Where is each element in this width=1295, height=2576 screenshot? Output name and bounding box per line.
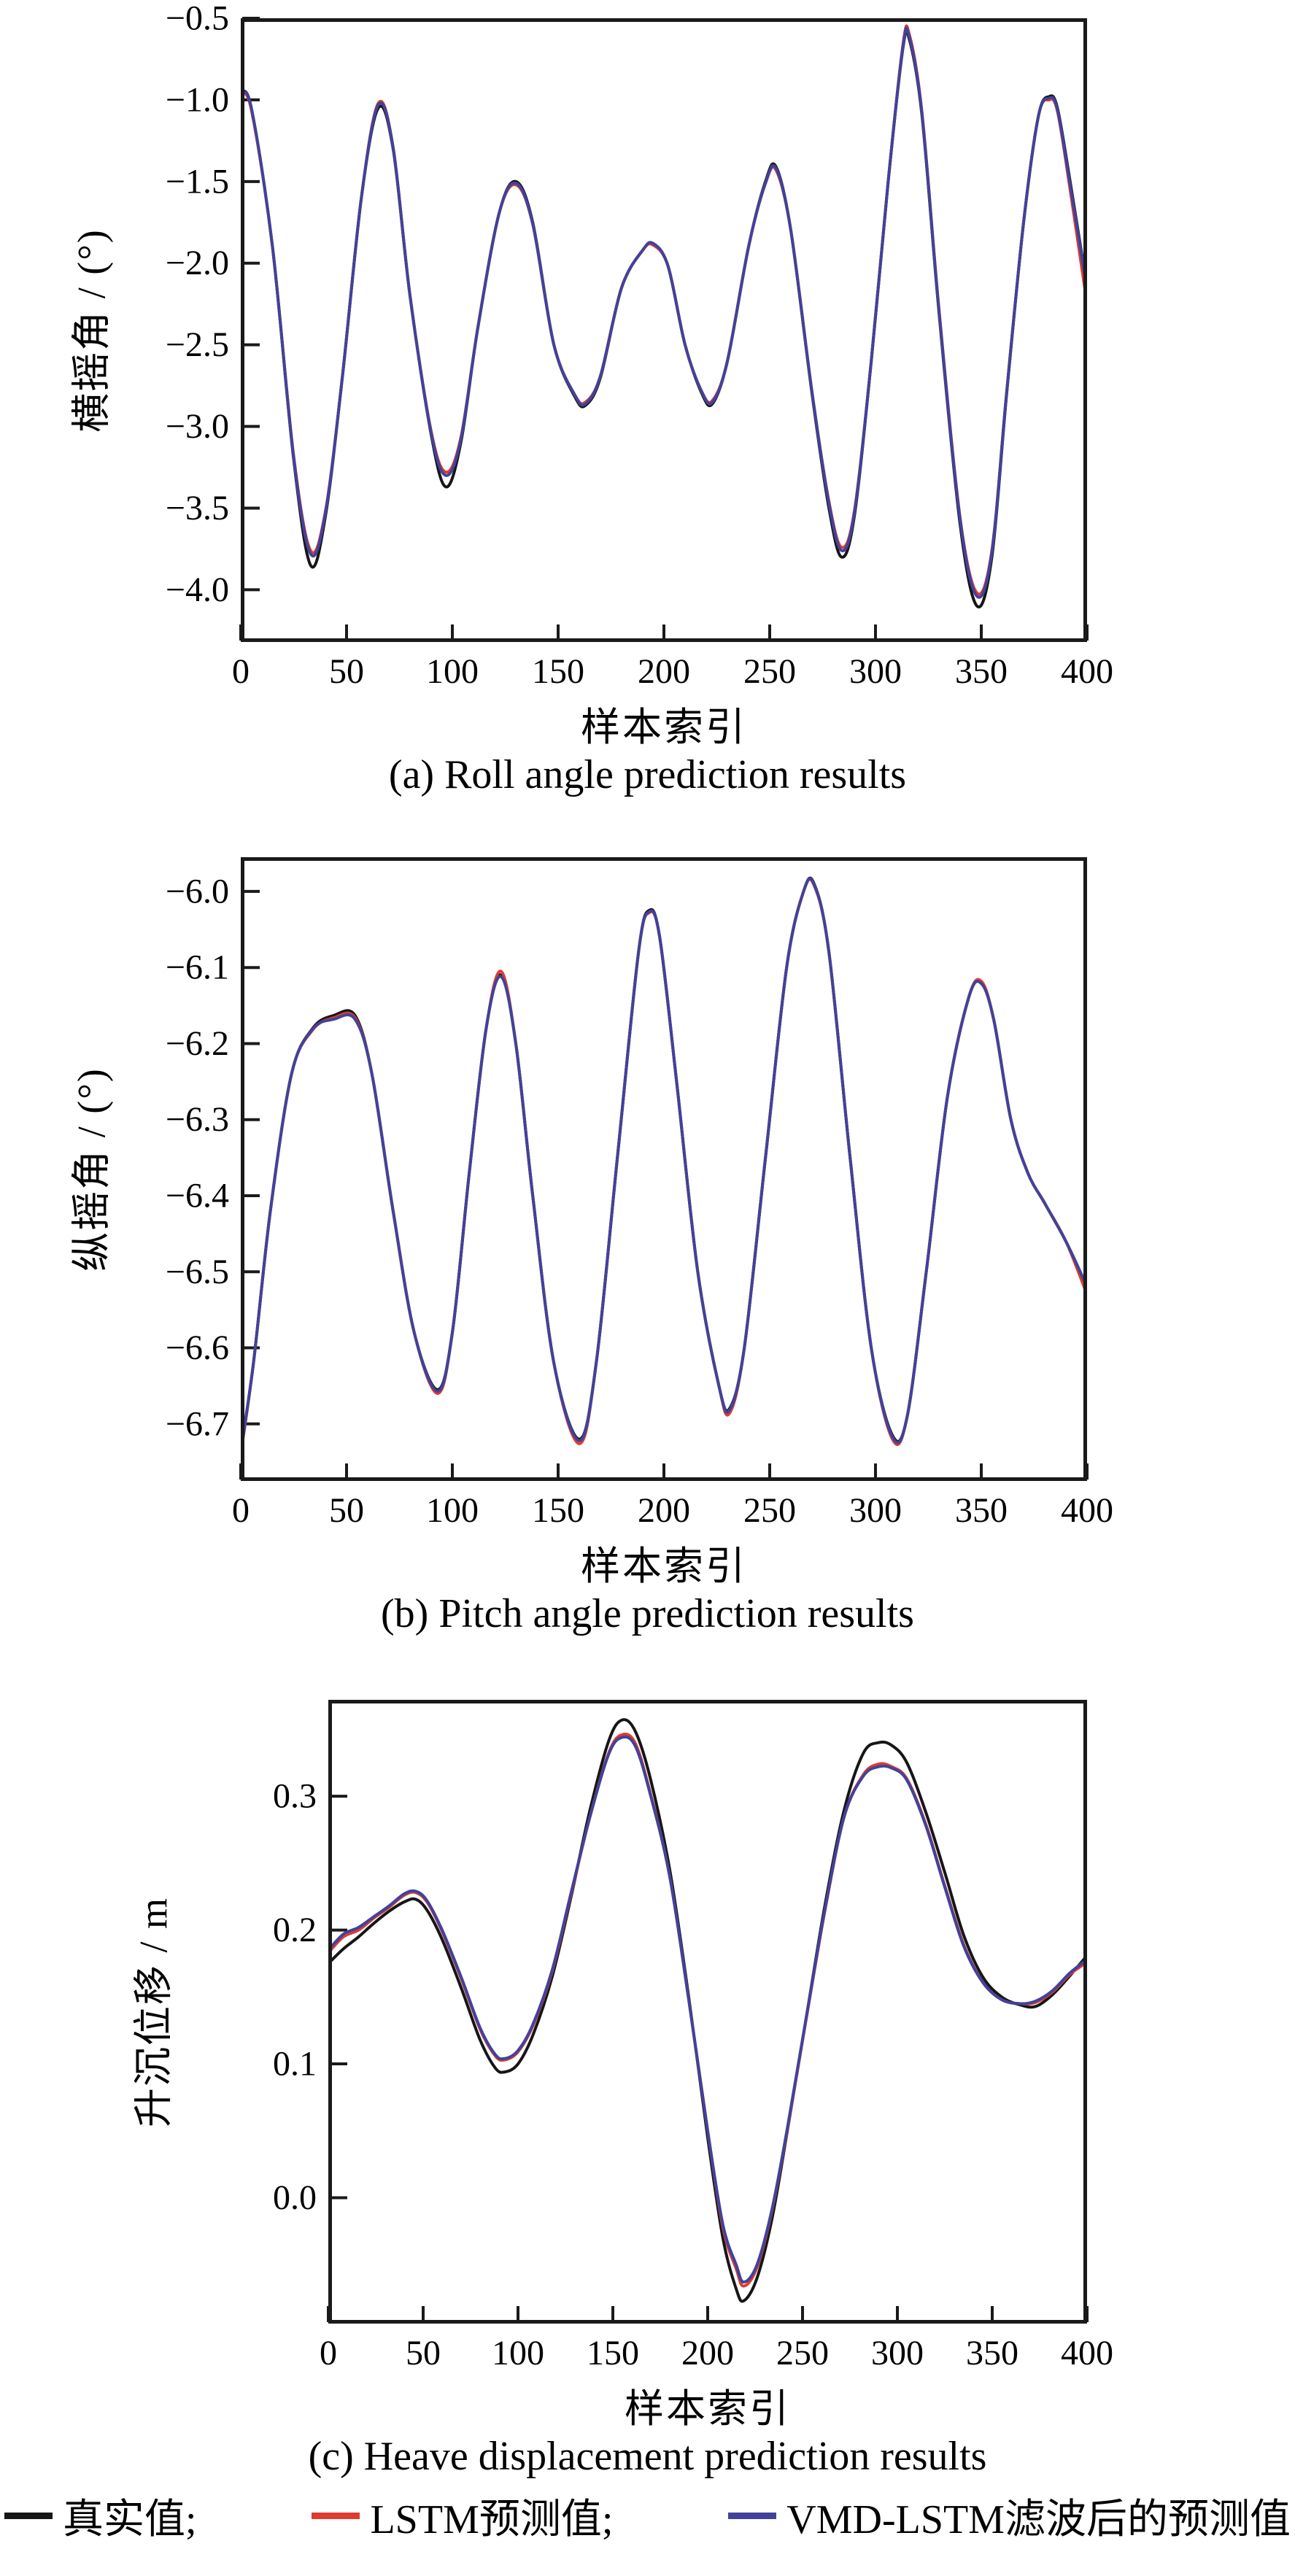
plot-svg: 0 50 100 150 200 250 300 350 400 −0.5 −1.0 −1.5 −2.0… — [166, 0, 1113, 691]
plot-border — [241, 857, 1087, 1481]
x-tick-label: 150 — [532, 1491, 584, 1530]
x-tick-label: 300 — [849, 1491, 902, 1530]
series-vmd-lstm-line — [241, 26, 1087, 599]
plot-border — [328, 1700, 1087, 2324]
x-tick-label: 100 — [492, 2334, 544, 2372]
plot-area-heave: 0 50 100 150 200 250 300 350 400 0.3 0.2 0.1 0.0 — [273, 1700, 1113, 2378]
legend-label-true: 真实值; — [63, 2497, 197, 2542]
y-tick-label: −6.4 — [166, 1176, 229, 1215]
y-tick-label: −4.0 — [166, 570, 229, 609]
y-tick-label: −6.1 — [166, 948, 229, 987]
y-tick-label: −6.3 — [166, 1100, 229, 1139]
x-tick-label: 350 — [966, 2334, 1018, 2372]
series-vmd-lstm-line — [241, 877, 1087, 1454]
legend-item-lstm: LSTM预测值; — [312, 2486, 613, 2545]
x-tick-label: 250 — [776, 2334, 829, 2372]
series-vmd-lstm-line — [328, 1735, 1087, 2284]
x-tick-label: 150 — [532, 652, 584, 691]
series-lstm-line — [328, 1733, 1087, 2288]
plot-area-roll: 0 50 100 150 200 250 300 350 400 −0.5 −1.0 −1.5 −2.0… — [166, 0, 1113, 697]
legend-label-lstm: LSTM预测值; — [370, 2497, 614, 2542]
x-tick-label: 200 — [638, 1491, 690, 1530]
x-tick-label: 400 — [1061, 2334, 1113, 2372]
y-tick-label: −1.5 — [166, 162, 229, 201]
x-tick-label: 50 — [406, 2334, 441, 2372]
x-tick-label: 250 — [743, 1491, 796, 1530]
y-tick-label: −6.6 — [166, 1328, 229, 1367]
y-axis-title-pitch: 纵摇角 / (°) — [69, 1067, 114, 1272]
x-tick-label: 100 — [426, 1491, 479, 1530]
x-tick-label: 100 — [426, 652, 479, 691]
y-tick-label: −2.5 — [166, 325, 229, 364]
x-tick-label: 400 — [1061, 1491, 1113, 1530]
y-tick-label: −1.0 — [166, 80, 229, 119]
series-true-line — [328, 1718, 1087, 2303]
x-tick-label: 350 — [955, 1491, 1008, 1530]
y-tick-label: 0.0 — [273, 2178, 317, 2217]
y-axis-title-roll: 横摇角 / (°) — [69, 228, 114, 433]
chart-caption-roll: (a) Roll angle prediction results — [388, 752, 907, 797]
legend-swatch-vmd-lstm-line-icon — [728, 2513, 777, 2519]
x-tick-label: 0 — [320, 2334, 337, 2372]
y-tick-label: −2.0 — [166, 244, 229, 282]
x-tick-label: 0 — [232, 652, 250, 691]
y-tick-label: −6.0 — [166, 872, 229, 910]
plot-area-pitch: 0 50 100 150 200 250 300 350 400 −6.0 −6.1 −6.2 −6.3… — [166, 857, 1113, 1536]
legend: 真实值; LSTM预测值; VMD-LSTM滤波后的预测值 — [0, 2486, 1295, 2545]
x-tick-label: 50 — [329, 652, 364, 691]
legend-swatch-lstm-line-icon — [312, 2513, 360, 2519]
x-tick-label: 300 — [849, 652, 902, 691]
x-tick-label: 300 — [871, 2334, 924, 2372]
y-tick-label: 0.3 — [273, 1777, 317, 1816]
x-tick-label: 350 — [955, 652, 1008, 691]
x-tick-label: 400 — [1061, 652, 1113, 691]
chart-caption-pitch: (b) Pitch angle prediction results — [381, 1591, 914, 1636]
plot-svg: 0 50 100 150 200 250 300 350 400 −6.0 −6.1 −6.2 −6.3… — [166, 857, 1113, 1530]
y-tick-label: −6.2 — [166, 1024, 229, 1063]
x-tick-label: 50 — [329, 1491, 364, 1530]
x-tick-label: 150 — [587, 2334, 639, 2372]
x-tick-label: 0 — [232, 1491, 250, 1530]
y-tick-label: 0.1 — [273, 2045, 317, 2084]
x-tick-label: 250 — [743, 652, 796, 691]
y-tick-label: 0.2 — [273, 1911, 317, 1949]
x-axis-title-heave: 样本索引 — [625, 2387, 791, 2431]
legend-item-vmd-lstm: VMD-LSTM滤波后的预测值 — [728, 2486, 1291, 2545]
chart-caption-heave: (c) Heave displacement prediction result… — [308, 2434, 987, 2479]
y-tick-label: −3.5 — [166, 489, 229, 527]
x-tick-label: 200 — [638, 652, 690, 691]
x-tick-label: 200 — [681, 2334, 734, 2372]
legend-swatch-true-line-icon — [4, 2513, 53, 2519]
x-axis-title-pitch: 样本索引 — [581, 1544, 747, 1588]
y-tick-label: −6.5 — [166, 1253, 229, 1291]
legend-item-true: 真实值; — [4, 2486, 197, 2545]
plot-border — [241, 18, 1087, 642]
legend-label-vmd-lstm: VMD-LSTM滤波后的预测值 — [786, 2497, 1291, 2542]
y-axis-title-heave: 升沉位移 / m — [131, 1896, 176, 2127]
y-tick-label: −3.0 — [166, 407, 229, 446]
y-tick-label: −0.5 — [166, 0, 229, 38]
y-tick-label: −6.7 — [166, 1404, 229, 1443]
plot-svg: 0 50 100 150 200 250 300 350 400 0.3 0.2 0.1 0.0 — [273, 1700, 1113, 2372]
x-axis-title-roll: 样本索引 — [581, 705, 747, 749]
